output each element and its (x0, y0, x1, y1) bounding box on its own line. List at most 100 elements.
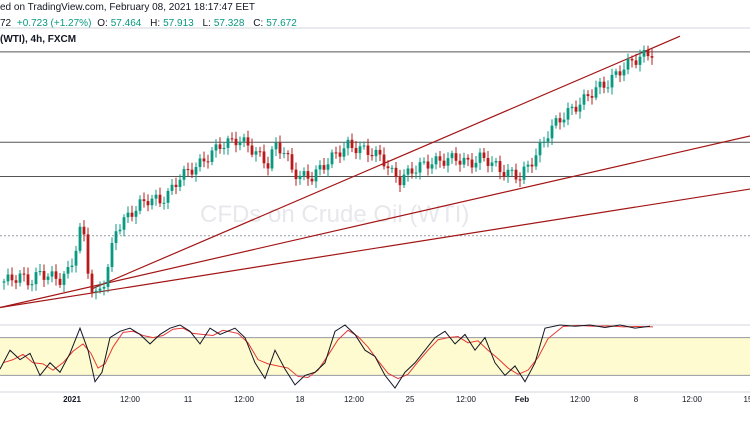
candle-body[interactable] (50, 271, 54, 277)
candle-body[interactable] (122, 217, 126, 230)
candle-body[interactable] (642, 49, 646, 57)
candle-body[interactable] (418, 162, 422, 173)
candle-body[interactable] (278, 142, 282, 154)
trendline[interactable] (91, 35, 681, 290)
candle-body[interactable] (338, 152, 342, 157)
candle-body[interactable] (174, 184, 178, 187)
candle-body[interactable] (158, 194, 162, 204)
candle-body[interactable] (142, 199, 146, 202)
candle-body[interactable] (626, 58, 630, 70)
candle-body[interactable] (306, 171, 310, 179)
candle-body[interactable] (362, 145, 366, 147)
candle-body[interactable] (194, 167, 198, 175)
candle-body[interactable] (358, 146, 362, 154)
candle-body[interactable] (186, 169, 190, 171)
candle-body[interactable] (26, 274, 30, 286)
candle-body[interactable] (622, 69, 626, 76)
candle-body[interactable] (650, 56, 654, 58)
candle-body[interactable] (78, 226, 82, 251)
candle-body[interactable] (482, 152, 486, 158)
candle-body[interactable] (474, 162, 478, 168)
candle-body[interactable] (298, 175, 302, 180)
candle-body[interactable] (618, 71, 622, 76)
candle-body[interactable] (558, 118, 562, 123)
trendline[interactable] (0, 135, 750, 309)
candle-body[interactable] (630, 58, 634, 61)
candle-body[interactable] (494, 161, 498, 163)
oscillator-pane[interactable] (0, 324, 750, 393)
candle-body[interactable] (254, 151, 258, 155)
trendline[interactable] (0, 188, 750, 309)
candle-body[interactable] (230, 138, 234, 140)
candle-body[interactable] (518, 179, 522, 181)
candle-body[interactable] (530, 164, 534, 167)
candle-body[interactable] (438, 156, 442, 161)
candle-body[interactable] (30, 284, 34, 286)
price-pane[interactable] (0, 27, 750, 309)
candle-body[interactable] (542, 141, 546, 143)
candle-body[interactable] (34, 272, 38, 285)
candle-body[interactable] (346, 139, 350, 149)
candle-body[interactable] (290, 154, 294, 170)
candle-body[interactable] (190, 169, 194, 175)
candle-body[interactable] (198, 158, 202, 168)
candle-body[interactable] (250, 145, 254, 155)
candle-body[interactable] (586, 94, 590, 97)
candle-body[interactable] (118, 229, 122, 232)
candle-body[interactable] (246, 137, 250, 146)
candle-body[interactable] (6, 274, 10, 282)
candle-body[interactable] (202, 158, 206, 162)
candle-body[interactable] (314, 169, 318, 182)
candle-body[interactable] (354, 147, 358, 154)
candle-body[interactable] (90, 273, 94, 293)
candle-body[interactable] (470, 159, 474, 168)
candle-body[interactable] (458, 160, 462, 165)
candle-body[interactable] (454, 153, 458, 161)
candle-body[interactable] (406, 168, 410, 175)
stochastic-d-line[interactable] (2, 324, 654, 380)
candle-body[interactable] (510, 169, 514, 171)
candle-body[interactable] (578, 104, 582, 112)
candle-body[interactable] (58, 278, 62, 285)
candle-body[interactable] (606, 87, 610, 89)
candle-body[interactable] (574, 106, 578, 112)
candle-body[interactable] (210, 150, 214, 162)
candle-body[interactable] (222, 147, 226, 149)
candle-body[interactable] (434, 156, 438, 165)
candle-body[interactable] (402, 174, 406, 186)
candle-body[interactable] (270, 149, 274, 169)
candle-body[interactable] (366, 145, 370, 155)
candle-body[interactable] (102, 286, 106, 289)
candle-body[interactable] (286, 153, 290, 155)
candle-body[interactable] (550, 125, 554, 139)
candle-body[interactable] (394, 167, 398, 178)
candle-body[interactable] (426, 161, 430, 169)
candle-body[interactable] (582, 94, 586, 105)
candle-body[interactable] (598, 81, 602, 88)
candle-body[interactable] (214, 144, 218, 151)
candle-body[interactable] (2, 281, 6, 283)
candle-body[interactable] (538, 142, 542, 156)
candle-body[interactable] (638, 56, 642, 65)
candle-body[interactable] (410, 168, 414, 174)
candle-body[interactable] (566, 108, 570, 120)
candle-body[interactable] (594, 87, 598, 98)
candle-body[interactable] (18, 273, 22, 283)
candle-body[interactable] (170, 184, 174, 191)
candle-body[interactable] (610, 74, 614, 88)
candle-body[interactable] (82, 226, 86, 235)
candle-body[interactable] (66, 267, 70, 274)
candle-body[interactable] (74, 250, 78, 266)
candle-body[interactable] (450, 153, 454, 159)
candle-body[interactable] (634, 60, 638, 65)
candle-body[interactable] (374, 149, 378, 157)
candle-body[interactable] (466, 157, 470, 160)
candle-body[interactable] (266, 163, 270, 169)
candle-body[interactable] (106, 267, 110, 287)
candle-body[interactable] (114, 231, 118, 244)
candle-body[interactable] (134, 210, 138, 217)
candle-body[interactable] (162, 202, 166, 204)
candle-body[interactable] (502, 172, 506, 177)
candle-body[interactable] (62, 273, 66, 285)
